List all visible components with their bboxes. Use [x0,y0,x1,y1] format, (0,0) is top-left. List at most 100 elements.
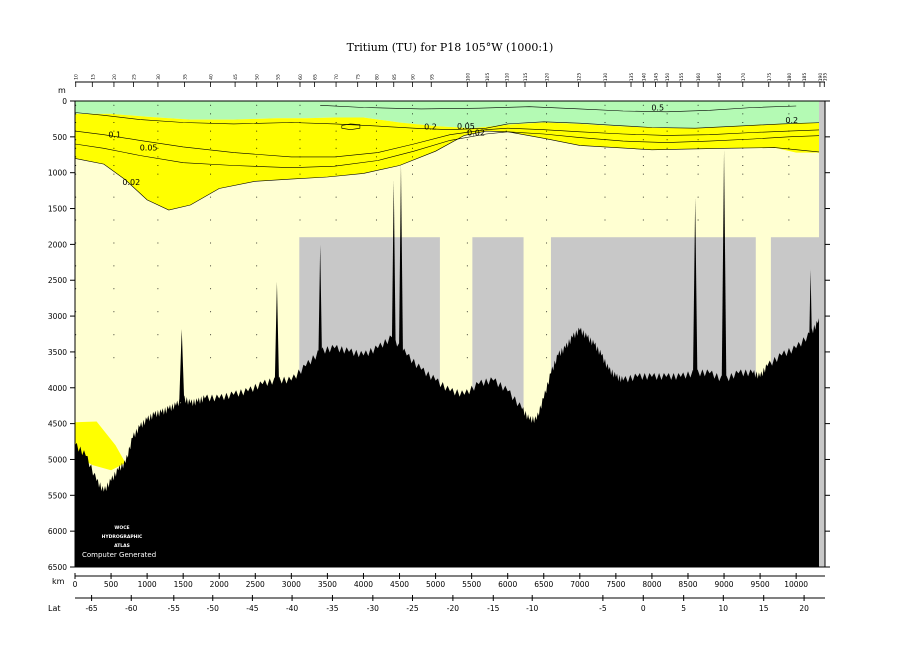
contour-label-2: 0.02 [122,178,140,187]
sample-point [604,219,606,221]
sample-point [466,265,468,267]
station-label: 140 [641,73,647,82]
sample-point [375,104,377,106]
station-label: 165 [717,73,723,82]
depth-tick-label: 500 [53,133,68,142]
sample-point [466,334,468,336]
plot-frame [74,100,826,568]
depth-tick-label: 6000 [48,527,67,536]
sample-point [299,147,301,149]
contour-label-5: 0.02 [467,128,485,137]
contour-line-closed-5 [341,123,361,131]
sample-point [604,173,606,175]
sample-point [256,311,258,313]
depth-tick-label: 3500 [48,348,67,357]
sample-point [604,113,606,115]
station-label: 110 [504,73,510,82]
station-label: 60 [298,74,304,80]
sample-point [375,219,377,221]
sample-point [412,113,413,115]
sample-point [697,147,699,149]
depth-unit-label: m [58,86,66,95]
contour-label-3: 0.2 [424,123,437,132]
latitude-tick-label: -40 [286,604,298,613]
station-label: 10 [74,74,80,80]
latitude-tick-label: -55 [168,604,180,613]
sample-point [335,196,337,198]
sample-point [642,219,644,221]
sample-point [642,156,644,158]
sample-point [666,156,668,158]
distance-tick-label: 10000 [784,580,808,589]
sample-point [546,130,548,132]
station-label: 175 [767,73,773,82]
sample-point [604,147,606,149]
sample-point [256,139,258,141]
sample-point [412,165,413,166]
sample-point [210,165,212,166]
station-label: 105 [485,73,491,82]
sample-point [546,147,548,149]
sample-point [157,130,159,132]
sample-point [466,130,468,132]
sample-point [210,265,212,267]
sample-point [604,104,606,106]
sample-point [299,122,301,123]
sample-point [375,122,377,123]
sample-point [299,139,301,141]
distance-tick-label: 3000 [282,580,301,589]
sample-point [256,130,258,132]
sample-point [788,165,790,166]
sample-point [412,156,413,158]
sample-point [299,173,301,175]
sample-point [113,147,115,149]
sample-point [335,156,337,158]
station-label: 130 [603,73,609,82]
sample-point [299,156,301,158]
sample-point [256,156,258,158]
station-label: 80 [374,74,380,80]
sample-point [666,147,668,149]
contour-label-0: 0.1 [108,131,121,140]
sample-point [157,196,159,198]
seamount-spike-7 [808,269,814,403]
sample-point [505,113,507,115]
sample-point [788,130,790,132]
contour-line-0-5 [320,105,797,113]
sample-point [210,311,212,313]
seafloor [75,313,825,567]
latitude-tick-label: -35 [326,604,338,613]
distance-tick-label: 4500 [390,580,409,589]
sample-point [412,122,413,123]
sample-point [113,130,115,132]
sample-point [505,173,507,175]
station-label: 30 [156,74,162,80]
sample-point [210,173,212,175]
sample-point [157,242,159,244]
contour-label-6: 0.5 [651,103,664,112]
station-label: 125 [576,73,582,82]
distance-tick-label: 8500 [678,580,697,589]
sample-point [256,104,258,106]
distance-tick-label: 5000 [426,580,445,589]
sample-point [788,196,790,198]
latitude-axis-label: Lat [48,604,61,613]
distance-tick-label: 7500 [606,580,625,589]
sample-point [210,288,212,290]
latitude-tick-label: 5 [681,604,686,613]
sample-point [113,311,115,313]
sample-point [256,242,258,244]
sample-point [788,113,790,115]
distance-tick-label: 2500 [246,580,265,589]
sample-point [604,139,606,141]
contour-line-0-05 [74,131,826,169]
sample-point [210,156,212,158]
distance-tick-label: 9000 [714,580,733,589]
latitude-tick-label: 15 [759,604,769,613]
depth-tick-label: 2500 [48,276,67,285]
sample-point [505,130,507,132]
sample-point [157,156,159,158]
sample-point [113,357,115,359]
sample-point [299,219,301,221]
latitude-tick-label: -50 [207,604,219,613]
